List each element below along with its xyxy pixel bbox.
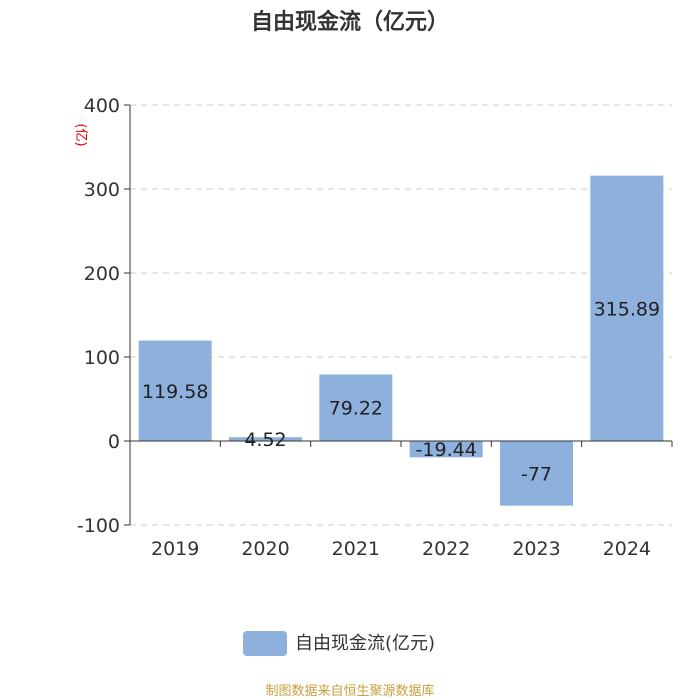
data-label: 79.22: [329, 398, 383, 420]
bar: [319, 374, 393, 441]
y-tick-label: 0: [108, 431, 120, 453]
bar: [138, 340, 212, 441]
bar: [229, 437, 302, 441]
x-tick-labels: 2019 2020 2021 2022 2023 2024: [151, 538, 651, 560]
gridlines: [130, 104, 672, 526]
chart-title: 自由现金流（亿元）: [251, 9, 449, 35]
axes: [124, 104, 673, 526]
x-tick-label: 2021: [332, 538, 380, 560]
data-label: 119.58: [142, 381, 208, 403]
legend-swatch: [243, 631, 287, 656]
x-tick-label: 2024: [603, 538, 651, 560]
x-tick-label: 2023: [512, 538, 560, 560]
data-label: 4.52: [244, 429, 286, 451]
data-label: -19.44: [416, 439, 477, 461]
legend[interactable]: 自由现金流(亿元): [243, 631, 435, 656]
data-labels: 119.58 4.52 79.22 -19.44 -77 315.89: [142, 298, 660, 485]
bar: [409, 441, 483, 458]
data-label: 315.89: [594, 298, 660, 320]
x-tick-label: 2019: [151, 538, 199, 560]
bars: [138, 175, 664, 506]
y-axis-label: (亿): [73, 123, 88, 146]
y-tick-label: 300: [84, 179, 120, 201]
y-tick-label: 100: [84, 347, 120, 369]
bar: [590, 175, 664, 441]
x-tick-label: 2020: [241, 538, 289, 560]
y-tick-labels: -100 0 100 200 300 400: [77, 95, 120, 537]
data-label: -77: [521, 463, 552, 485]
source-note: 制图数据来自恒生聚源数据库: [265, 683, 434, 699]
y-tick-label: 400: [84, 95, 120, 117]
x-tick-label: 2022: [422, 538, 470, 560]
legend-label: 自由现金流(亿元): [295, 633, 435, 654]
y-tick-label: -100: [77, 515, 120, 537]
bar: [500, 441, 573, 506]
y-tick-label: 200: [84, 263, 120, 285]
